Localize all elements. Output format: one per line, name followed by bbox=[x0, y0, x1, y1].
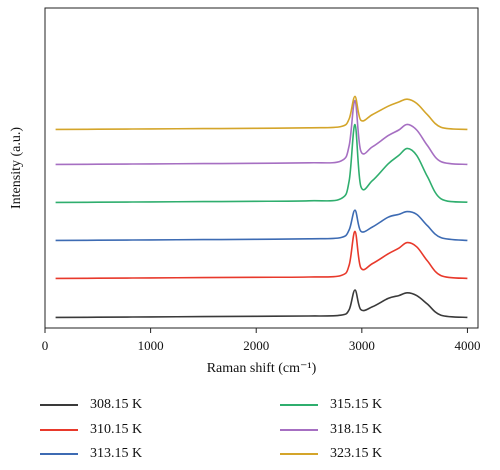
x-axis-label: Raman shift (cm⁻¹) bbox=[207, 361, 317, 376]
legend-item: 308.15 K bbox=[40, 395, 240, 415]
series-layer bbox=[55, 95, 468, 319]
legend-swatch bbox=[280, 404, 318, 406]
x-ticks: 0 1000 2000 3000 4000 bbox=[42, 328, 480, 353]
series-line-0 bbox=[55, 289, 468, 319]
legend-swatch bbox=[40, 453, 78, 456]
legend-label: 318.15 K bbox=[330, 421, 383, 437]
x-tick-label: 2000 bbox=[243, 338, 269, 353]
series-line-4 bbox=[55, 99, 468, 166]
legend-swatch bbox=[280, 453, 318, 456]
y-axis-label: Intensity (a.u.) bbox=[9, 127, 24, 209]
legend-label: 323.15 K bbox=[330, 446, 383, 462]
series-line-1 bbox=[55, 230, 468, 280]
legend-label: 308.15 K bbox=[90, 397, 143, 412]
legend-label: 310.15 K bbox=[90, 421, 143, 437]
x-tick-label: 4000 bbox=[454, 338, 480, 353]
legend-swatch bbox=[280, 428, 318, 431]
x-tick-label: 0 bbox=[42, 338, 49, 353]
series-line-2 bbox=[55, 209, 468, 242]
plot-frame bbox=[44, 7, 479, 329]
raman-spectra-chart: 0 1000 2000 3000 4000 Raman shift (cm⁻¹) Int… bbox=[9, 7, 480, 376]
x-tick-label: 1000 bbox=[138, 338, 164, 353]
plot-border bbox=[44, 7, 479, 329]
legend-swatch bbox=[40, 428, 78, 431]
legend-label: 315.15 K bbox=[330, 397, 383, 412]
series-line-5 bbox=[55, 95, 468, 131]
series-line-3 bbox=[55, 123, 468, 204]
legend-item: 310.15 K bbox=[40, 420, 240, 440]
legend-item: 315.15 K bbox=[280, 395, 480, 415]
legend: 308.15 K 315.15 K 310.15 K 318.15 K 313.15 K… bbox=[40, 395, 480, 465]
x-tick-label: 3000 bbox=[349, 338, 375, 353]
legend-item: 313.15 K bbox=[40, 444, 240, 464]
legend-item: 318.15 K bbox=[280, 420, 480, 440]
legend-item: 323.15 K bbox=[280, 444, 480, 464]
legend-swatch bbox=[40, 404, 78, 406]
legend-label: 313.15 K bbox=[90, 446, 143, 462]
